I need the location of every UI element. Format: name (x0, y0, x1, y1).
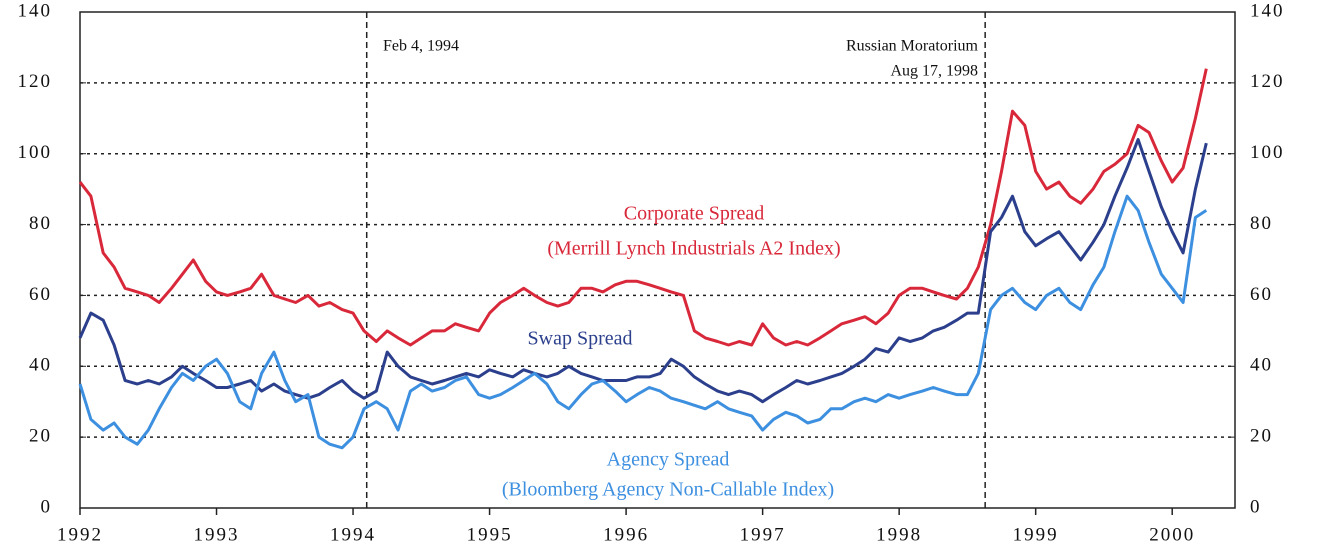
y2-tick-label: 100 (1250, 142, 1285, 163)
series-line (78, 138, 1208, 404)
y-tick-label: 100 (18, 142, 53, 163)
x-tick-label: 2000 (1149, 524, 1195, 545)
x-tick-label: 1993 (194, 524, 240, 545)
series-line (78, 68, 1208, 347)
x-tick-label: 1994 (330, 524, 376, 545)
x-tick-label: 1995 (467, 524, 513, 545)
y2-tick-label: 0 (1250, 496, 1262, 517)
annotation: Feb 4, 1994 (383, 38, 459, 55)
y-tick-label: 40 (29, 355, 52, 376)
y2-tick-label: 140 (1250, 0, 1285, 21)
y2-tick-label: 60 (1250, 284, 1273, 305)
y-tick-label: 120 (18, 71, 53, 92)
y2-tick-label: 20 (1250, 426, 1273, 447)
annotation: (Merrill Lynch Industrials A2 Index) (547, 238, 840, 260)
y-tick-label: 60 (29, 284, 52, 305)
y2-tick-label: 120 (1250, 71, 1285, 92)
y-tick-label: 140 (18, 0, 53, 21)
y-tick-label: 80 (29, 213, 52, 234)
annotation: Aug 17, 1998 (890, 63, 978, 80)
x-tick-label: 1999 (1013, 524, 1059, 545)
x-tick-label: 1992 (57, 524, 103, 545)
x-tick-label: 1997 (740, 524, 786, 545)
y2-tick-label: 40 (1250, 355, 1273, 376)
annotation: Swap Spread (528, 328, 633, 350)
series-line (78, 194, 1208, 450)
annotation: (Bloomberg Agency Non-Callable Index) (502, 479, 834, 501)
x-tick-label: 1998 (876, 524, 922, 545)
annotation: Russian Moratorium (846, 38, 979, 55)
annotation: Corporate Spread (624, 203, 765, 225)
plot-frame (79, 11, 1236, 509)
annotation: Agency Spread (607, 449, 730, 471)
y-tick-label: 20 (29, 426, 52, 447)
y2-tick-label: 80 (1250, 213, 1273, 234)
y-tick-label: 0 (41, 496, 53, 517)
x-tick-label: 1996 (603, 524, 649, 545)
